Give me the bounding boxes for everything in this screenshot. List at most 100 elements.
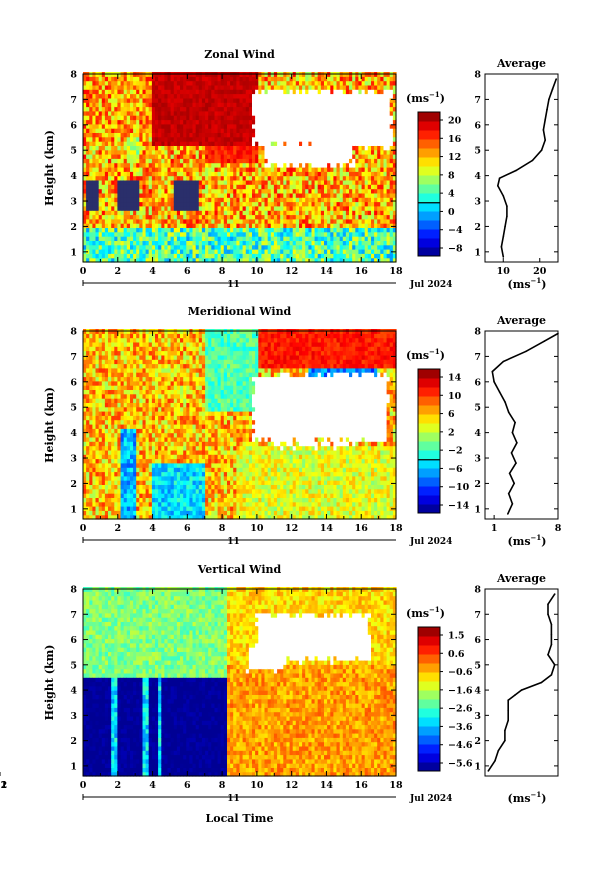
- zonal-cell: [295, 102, 300, 108]
- zonal-cell: [245, 76, 250, 82]
- zonal-cell: [264, 210, 269, 216]
- zonal-cell: [339, 145, 344, 151]
- meridional-cell: [101, 411, 106, 416]
- zonal-cell: [214, 175, 219, 181]
- zonal-cell: [167, 97, 172, 103]
- zonal-cell: [305, 249, 309, 254]
- zonal-cell: [114, 76, 118, 82]
- zonal-cell: [180, 210, 184, 216]
- meridional-cell: [86, 501, 90, 507]
- zonal-cell: [114, 149, 118, 155]
- meridional-cell: [83, 393, 87, 399]
- meridional-cell: [111, 493, 115, 498]
- zonal-cell: [299, 240, 303, 246]
- zonal-cell: [358, 84, 363, 90]
- zonal-cell: [255, 106, 259, 112]
- zonal-cell: [161, 188, 165, 194]
- zonal-cell: [86, 158, 90, 164]
- zonal-cell: [173, 119, 178, 125]
- zonal-cell: [205, 197, 209, 203]
- zonal-cell: [258, 145, 262, 151]
- zonal-cell: [299, 231, 303, 237]
- meridional-cell: [108, 462, 112, 468]
- zonal-cell: [176, 171, 181, 177]
- zonal-cell: [327, 231, 331, 237]
- zonal-cell: [180, 136, 184, 142]
- zonal-cell: [327, 136, 331, 142]
- zonal-cell: [158, 102, 162, 108]
- zonal-cell: [386, 149, 391, 155]
- zonal-cell: [349, 214, 353, 220]
- zonal-cell: [355, 192, 359, 198]
- zonal-cell: [358, 171, 363, 177]
- zonal-cell: [339, 84, 344, 90]
- zonal-cell: [392, 141, 397, 146]
- zonal-cell: [339, 89, 344, 95]
- zonal-cell: [330, 236, 334, 241]
- zonal-cell: [155, 236, 159, 241]
- zonal-cell: [227, 162, 231, 168]
- zonal-cell: [173, 210, 178, 216]
- zonal-cell: [198, 158, 203, 164]
- zonal-cell: [176, 175, 181, 181]
- zonal-cell: [201, 227, 206, 233]
- zonal-cell: [83, 136, 87, 142]
- zonal-cell: [236, 231, 241, 237]
- zonal-cell: [126, 89, 131, 95]
- meridional-cell: [89, 415, 93, 421]
- zonal-cell: [227, 115, 231, 121]
- zonal-cell: [280, 132, 284, 138]
- zonal-cell: [158, 158, 162, 164]
- zonal-cell: [236, 218, 241, 224]
- zonal-cell: [242, 175, 247, 181]
- zonal-cell: [148, 76, 153, 82]
- zonal-cell: [317, 188, 322, 194]
- zonal-cell: [273, 106, 278, 112]
- zonal-cell: [302, 171, 306, 177]
- zonal-cell: [180, 197, 184, 203]
- zonal-cell: [302, 244, 306, 250]
- meridional-cell: [95, 458, 100, 464]
- zonal-cell: [170, 97, 175, 103]
- zonal-cell: [339, 93, 344, 99]
- zonal-cell: [270, 141, 275, 146]
- zonal-cell: [361, 179, 366, 185]
- zonal-cell: [236, 149, 241, 155]
- zonal-cell: [195, 128, 200, 133]
- zonal-cell: [145, 227, 150, 233]
- zonal-cell: [358, 223, 363, 228]
- meridional-cell: [86, 359, 90, 365]
- zonal-cell: [104, 154, 109, 159]
- zonal-cell: [208, 115, 212, 121]
- zonal-cell: [95, 162, 100, 168]
- zonal-cell: [336, 257, 341, 263]
- zonal-cell: [220, 115, 225, 121]
- zonal-cell: [336, 158, 341, 164]
- zonal-cell: [95, 132, 100, 138]
- zonal-cell: [252, 249, 256, 254]
- meridional-cell: [104, 367, 109, 373]
- zonal-cell: [333, 218, 338, 224]
- zonal-colorbar-step: [418, 202, 440, 212]
- zonal-cell: [130, 158, 134, 164]
- zonal-cell: [114, 106, 118, 112]
- zonal-cell: [176, 141, 181, 146]
- zonal-cell: [227, 145, 231, 151]
- zonal-cell: [205, 167, 209, 172]
- zonal-cell: [374, 188, 378, 194]
- zonal-cell: [123, 218, 128, 224]
- zonal-cell: [145, 115, 150, 121]
- zonal-cell: [117, 102, 122, 108]
- zonal-cell: [252, 205, 256, 211]
- zonal-cell: [367, 110, 372, 116]
- zonal-cell: [374, 167, 378, 172]
- zonal-cell: [277, 171, 281, 177]
- zonal-cell: [242, 115, 247, 121]
- zonal-cell: [133, 106, 137, 112]
- zonal-cell: [324, 171, 328, 177]
- zonal-cell: [95, 223, 100, 228]
- zonal-cell: [277, 102, 281, 108]
- meridional-cell: [83, 415, 87, 421]
- zonal-cell: [230, 89, 234, 95]
